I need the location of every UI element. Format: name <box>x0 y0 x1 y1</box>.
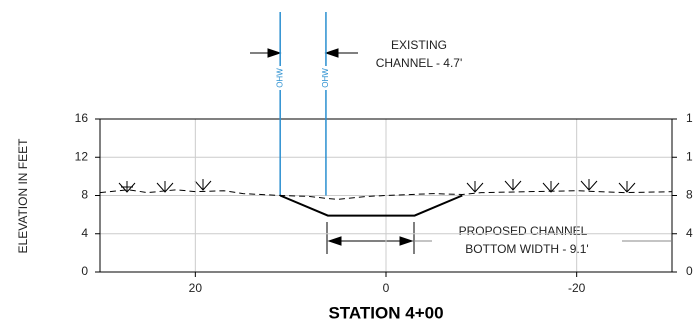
ohw-label: OHW <box>321 68 330 88</box>
y2-tick-label: 4 <box>686 226 693 240</box>
ohw-label: OHW <box>275 68 284 88</box>
y2-tick-label: 12 <box>686 149 693 163</box>
y-tick-label: 8 <box>81 188 88 202</box>
series-line <box>99 189 673 200</box>
existing-dimension <box>250 48 358 58</box>
water-symbols <box>118 179 636 193</box>
annotation: BOTTOM WIDTH - 9.1' <box>465 242 588 256</box>
x-tick-label: -20 <box>568 281 586 295</box>
y2-tick-label: 16 <box>686 111 693 125</box>
y-tick-label: 12 <box>75 149 89 163</box>
y-tick-label: 16 <box>75 111 89 125</box>
x-tick-label: 0 <box>383 281 390 295</box>
annotation: CHANNEL - 4.7' <box>376 56 463 70</box>
y-tick-label: 0 <box>81 264 88 278</box>
x-axis-title: STATION 4+00 <box>328 303 443 322</box>
proposed-dimension <box>326 222 671 254</box>
annotation: PROPOSED CHANNEL <box>459 224 588 238</box>
y-axis-title: ELEVATION IN FEET <box>16 138 30 254</box>
ohw-label-bg <box>274 66 287 90</box>
x-tick-label: 20 <box>189 281 203 295</box>
annotation: EXISTING <box>391 38 447 52</box>
ohw-label-bg <box>319 66 332 90</box>
series-line <box>279 194 463 217</box>
y2-tick-label: 0 <box>686 264 693 278</box>
y-tick-label: 4 <box>81 226 88 240</box>
plot-frame <box>99 118 673 273</box>
y2-tick-label: 8 <box>686 188 693 202</box>
